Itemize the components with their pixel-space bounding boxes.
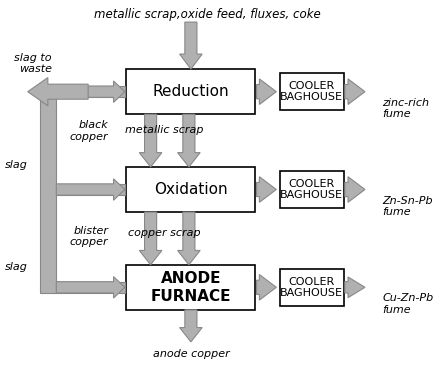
Text: ANODE
FURNACE: ANODE FURNACE [150, 271, 231, 304]
Bar [40, 86, 56, 293]
Polygon shape [344, 177, 364, 202]
Bar [279, 171, 343, 208]
Polygon shape [344, 79, 364, 105]
Bar [56, 184, 124, 195]
Text: metallic scrap,oxide feed, fluxes, coke: metallic scrap,oxide feed, fluxes, coke [93, 8, 320, 21]
Polygon shape [177, 212, 200, 265]
Bar [279, 268, 343, 306]
Polygon shape [177, 114, 200, 167]
Bar [126, 265, 255, 310]
Text: blister
copper: blister copper [70, 226, 108, 247]
Text: slag: slag [5, 160, 28, 170]
Text: COOLER
BAGHOUSE: COOLER BAGHOUSE [279, 81, 343, 102]
Text: Zn-Sn-Pb
fume: Zn-Sn-Pb fume [381, 196, 432, 217]
Text: COOLER
BAGHOUSE: COOLER BAGHOUSE [279, 277, 343, 298]
Polygon shape [179, 310, 202, 342]
Polygon shape [56, 277, 124, 298]
Polygon shape [344, 277, 364, 298]
Polygon shape [179, 22, 202, 69]
Text: slag: slag [5, 262, 28, 272]
Polygon shape [256, 274, 276, 300]
Text: slag to
waste: slag to waste [14, 53, 52, 74]
Bar [56, 86, 124, 97]
Text: Reduction: Reduction [152, 84, 229, 99]
Bar [56, 282, 124, 293]
Text: anode copper: anode copper [152, 349, 229, 359]
Polygon shape [56, 179, 124, 200]
Polygon shape [56, 81, 124, 102]
Polygon shape [256, 177, 276, 202]
Bar [126, 69, 255, 114]
Polygon shape [139, 212, 162, 265]
Text: copper scrap: copper scrap [128, 229, 201, 238]
Polygon shape [28, 78, 88, 106]
Bar [126, 167, 255, 212]
Text: COOLER
BAGHOUSE: COOLER BAGHOUSE [279, 179, 343, 200]
Text: zinc-rich
fume: zinc-rich fume [381, 98, 428, 119]
Text: Oxidation: Oxidation [154, 182, 227, 197]
Polygon shape [256, 79, 276, 105]
Text: Cu-Zn-Pb
fume: Cu-Zn-Pb fume [381, 293, 433, 315]
Polygon shape [139, 114, 162, 167]
Bar [279, 73, 343, 111]
Text: black
copper: black copper [70, 121, 108, 142]
Text: metallic scrap: metallic scrap [125, 125, 204, 135]
